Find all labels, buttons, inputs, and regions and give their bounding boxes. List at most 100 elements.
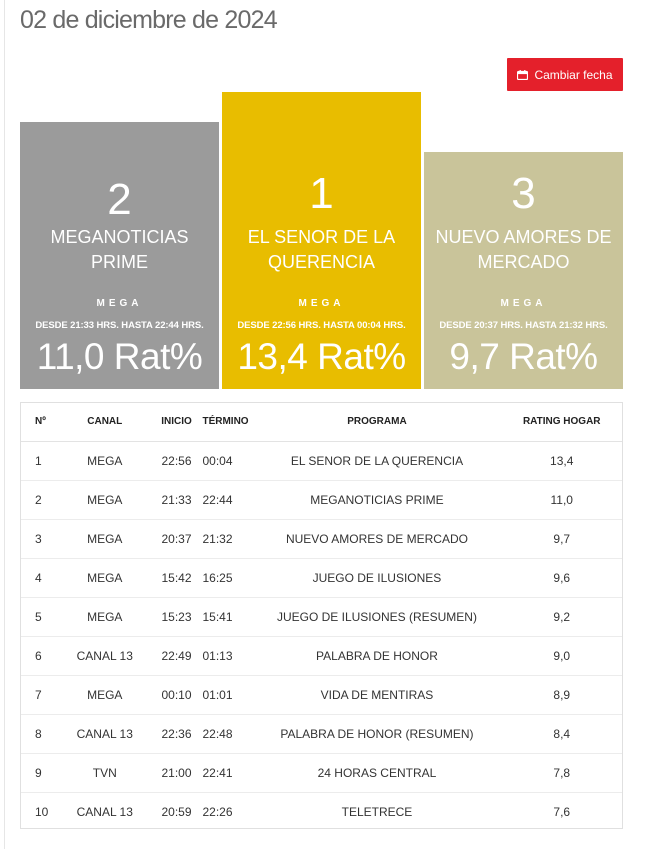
cell-rating: 8,4 [501, 714, 622, 754]
cell-rating: 7,6 [553, 804, 571, 819]
cell-no: 2 [21, 480, 57, 520]
cell-canal: CANAL 13 [56, 636, 153, 676]
podium-third[interactable]: 3 NUEVO AMORES DE MERCADO MEGA DESDE 20:… [424, 152, 623, 389]
podium-time: DESDE 21:33 HRS. HASTA 22:44 HRS. [35, 320, 204, 331]
header-rating: RATING HOGAR [501, 403, 622, 442]
cell-termino: 21:32 [200, 519, 253, 559]
podium-rating: 11,0 Rat% [36, 336, 203, 377]
cell-no: 3 [21, 519, 57, 559]
cell-rating: 7,8 [501, 753, 622, 793]
cell-termino: 15:41 [200, 597, 253, 637]
cell-rating: 9,2 [501, 597, 622, 637]
cell-termino: 16:25 [200, 558, 253, 598]
cell-rating: 11,0 [501, 480, 622, 520]
podium-channel: MEGA [96, 298, 143, 309]
change-date-label: Cambiar fecha [534, 67, 613, 82]
cell-termino: 22:26 [202, 804, 233, 819]
cell-no: 9 [21, 753, 57, 793]
cell-inicio: 15:23 [152, 597, 201, 637]
cell-termino: 22:44 [200, 480, 253, 520]
cell-rating: 13,4 [501, 441, 622, 481]
podium-channel: MEGA [500, 298, 547, 309]
cell-programa: JUEGO DE ILUSIONES [252, 558, 502, 598]
cell-inicio: 20:37 [152, 519, 201, 559]
calendar-icon [517, 69, 529, 80]
header-termino: TÉRMINO [200, 403, 253, 442]
cell-programa: MEGANOTICIAS PRIME [252, 480, 502, 520]
header-canal: CANAL [56, 403, 153, 442]
table-row[interactable]: 8 CANAL 13 22:36 22:48 PALABRA DE HONOR … [21, 714, 622, 754]
header-programa: PROGRAMA [252, 403, 502, 442]
cell-inicio: 15:42 [152, 558, 201, 598]
podium-first[interactable]: 1 EL SENOR DE LA QUERENCIA MEGA DESDE 22… [222, 92, 421, 389]
cell-programa: PALABRA DE HONOR (RESUMEN) [252, 714, 502, 754]
cell-rating: 9,6 [501, 558, 622, 598]
cell-inicio: 20:59 [161, 804, 192, 819]
cell-inicio: 21:33 [152, 480, 201, 520]
change-date-button[interactable]: Cambiar fecha [507, 58, 623, 91]
header-inicio: INICIO [152, 403, 201, 442]
cell-canal: CANAL 13 [56, 714, 153, 754]
header-no: Nº [21, 403, 57, 442]
cell-inicio: 21:00 [152, 753, 201, 793]
table-row[interactable]: 4 MEGA 15:42 16:25 JUEGO DE ILUSIONES 9,… [21, 558, 622, 598]
page-title: 02 de diciembre de 2024 [20, 6, 278, 34]
cell-canal: CANAL 13 [76, 804, 133, 819]
podium-program: EL SENOR DE LA QUERENCIA [247, 227, 396, 272]
cell-no: 4 [21, 558, 57, 598]
podium-rank: 3 [511, 169, 536, 218]
table-row[interactable]: 7 MEGA 00:10 01:01 VIDA DE MENTIRAS 8,9 [21, 675, 622, 715]
cell-no: 10 [35, 804, 49, 819]
cell-canal: MEGA [56, 597, 153, 637]
cell-canal: MEGA [56, 519, 153, 559]
cell-termino: 22:48 [200, 714, 253, 754]
cell-no: 8 [21, 714, 57, 754]
cell-canal: MEGA [56, 441, 153, 481]
cell-canal: MEGA [56, 480, 153, 520]
table-header-row: Nº CANAL INICIO TÉRMINO PROGRAMA RATING … [21, 403, 622, 442]
cell-termino: 01:13 [200, 636, 253, 676]
cell-programa: TELETRECE [341, 804, 413, 819]
table-row[interactable]: 2 MEGA 21:33 22:44 MEGANOTICIAS PRIME 11… [21, 480, 622, 520]
podium-program: NUEVO AMORES DE MERCADO [435, 227, 612, 272]
cell-no: 5 [21, 597, 57, 637]
cell-rating: 9,7 [501, 519, 622, 559]
podium-program: MEGANOTICIAS PRIME [50, 227, 189, 272]
cell-programa: PALABRA DE HONOR [252, 636, 502, 676]
cell-no: 6 [21, 636, 57, 676]
ratings-table: Nº CANAL INICIO TÉRMINO PROGRAMA RATING … [20, 402, 623, 829]
podium-second[interactable]: 2 MEGANOTICIAS PRIME MEGA DESDE 21:33 HR… [20, 122, 219, 389]
podium-rank: 2 [107, 175, 132, 224]
cell-rating: 9,0 [501, 636, 622, 676]
left-divider [4, 0, 5, 849]
cell-canal: MEGA [56, 675, 153, 715]
cell-programa: VIDA DE MENTIRAS [252, 675, 502, 715]
table-row[interactable]: 5 MEGA 15:23 15:41 JUEGO DE ILUSIONES (R… [21, 597, 622, 637]
cell-canal: TVN [56, 753, 153, 793]
table-body: 1 MEGA 22:56 00:04 EL SENOR DE LA QUEREN… [21, 441, 622, 831]
cell-no: 7 [21, 675, 57, 715]
podium-channel: MEGA [298, 298, 345, 309]
cell-rating: 8,9 [501, 675, 622, 715]
table-row[interactable]: 10 CANAL 13 20:59 22:26 TELETRECE 7,6 [21, 792, 622, 831]
cell-programa: JUEGO DE ILUSIONES (RESUMEN) [252, 597, 502, 637]
cell-inicio: 22:36 [152, 714, 201, 754]
table-row[interactable]: 1 MEGA 22:56 00:04 EL SENOR DE LA QUEREN… [21, 441, 622, 481]
cell-inicio: 22:49 [152, 636, 201, 676]
podium-rating: 13,4 Rat% [237, 336, 406, 377]
table-row[interactable]: 3 MEGA 20:37 21:32 NUEVO AMORES DE MERCA… [21, 519, 622, 559]
podium-rank: 1 [309, 169, 334, 218]
cell-termino: 01:01 [200, 675, 253, 715]
podium-time: DESDE 20:37 HRS. HASTA 21:32 HRS. [439, 320, 608, 331]
cell-inicio: 00:10 [152, 675, 201, 715]
cell-termino: 00:04 [200, 441, 253, 481]
cell-programa: 24 HORAS CENTRAL [252, 753, 502, 793]
cell-programa: EL SENOR DE LA QUERENCIA [252, 441, 502, 481]
cell-inicio: 22:56 [152, 441, 201, 481]
cell-canal: MEGA [56, 558, 153, 598]
cell-termino: 22:41 [200, 753, 253, 793]
podium-rating: 9,7 Rat% [449, 336, 598, 377]
table-row[interactable]: 9 TVN 21:00 22:41 24 HORAS CENTRAL 7,8 [21, 753, 622, 793]
table-row[interactable]: 6 CANAL 13 22:49 01:13 PALABRA DE HONOR … [21, 636, 622, 676]
